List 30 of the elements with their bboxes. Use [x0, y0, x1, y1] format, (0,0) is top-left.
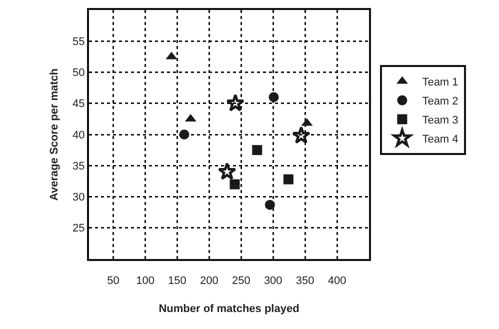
point — [292, 126, 310, 144]
legend-label: Team 2 — [422, 96, 458, 108]
x-tick-label: 50 — [107, 275, 120, 288]
y-tick-label: 55 — [72, 36, 85, 48]
x-tick-label: 250 — [232, 275, 250, 288]
y-tick-label: 40 — [72, 129, 85, 142]
legend-label: Team 4 — [422, 134, 458, 146]
x-tick-label: 200 — [200, 275, 218, 288]
x-tick-label: 150 — [168, 275, 186, 288]
x-tick-label: 400 — [328, 275, 346, 288]
point — [218, 162, 236, 180]
point — [283, 174, 294, 184]
y-tick-label: 25 — [72, 222, 85, 235]
point — [230, 179, 240, 190]
y-tick-label: 35 — [72, 160, 85, 172]
point — [226, 94, 245, 112]
y-tick-label: 50 — [72, 67, 85, 80]
x-tick-label: 100 — [136, 275, 154, 288]
point — [268, 92, 279, 102]
x-axis-title: Number of matches played — [158, 302, 300, 315]
x-tick-label: 350 — [296, 275, 314, 288]
y-tick-label: 45 — [72, 98, 85, 110]
legend-label: Team 3 — [422, 114, 458, 127]
point — [252, 145, 262, 156]
point — [264, 200, 275, 210]
point — [179, 130, 190, 140]
x-tick-label: 300 — [264, 275, 282, 288]
y-tick-label: 30 — [72, 192, 85, 204]
y-axis-title: Average Score per match — [48, 68, 61, 201]
legend-label: Team 1 — [422, 76, 458, 89]
